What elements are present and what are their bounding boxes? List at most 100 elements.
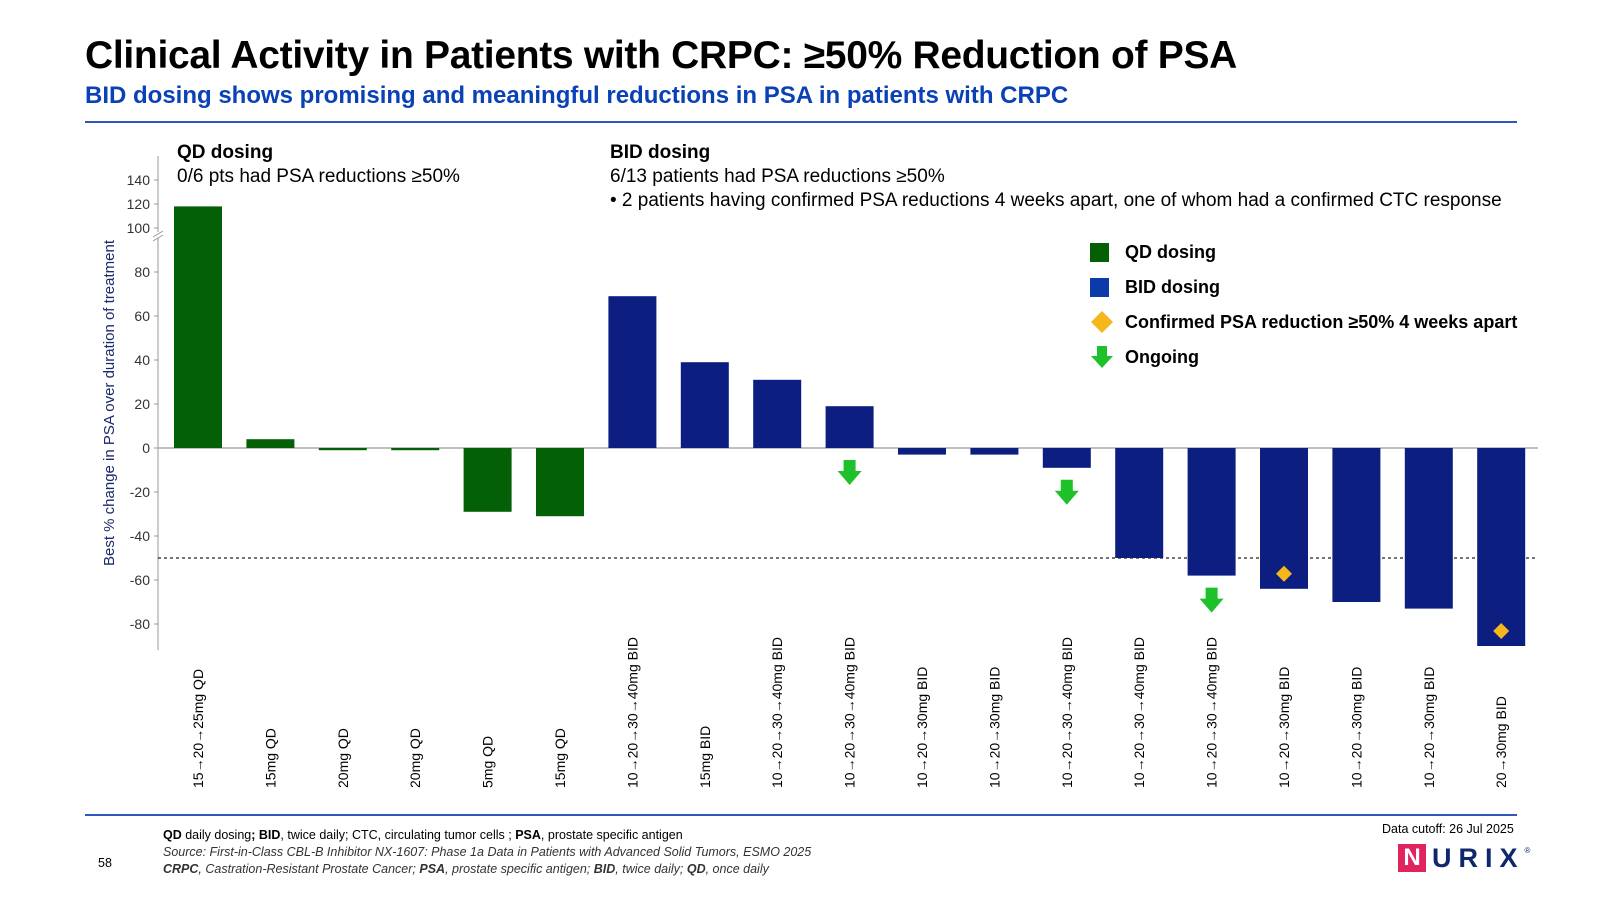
qd-bar xyxy=(174,206,222,448)
confirmed-diamond-icon xyxy=(1276,565,1292,582)
ongoing-arrow-icon xyxy=(837,460,862,485)
definitions-note: CRPC, Castration-Resistant Prostate Canc… xyxy=(163,862,769,876)
definitions-note-part: , prostate specific antigen; xyxy=(445,862,594,876)
bid-bar xyxy=(1260,448,1308,589)
slide-subtitle: BID dosing shows promising and meaningfu… xyxy=(85,82,1069,109)
header-divider xyxy=(85,121,1517,123)
confirmed-diamond-icon xyxy=(1493,623,1510,639)
category-label: 10→20→30→40mg BID xyxy=(842,637,858,788)
definitions-note-part: , twice daily; xyxy=(615,862,687,876)
y-tick-label: -20 xyxy=(130,484,150,500)
category-label: 20→30mg BID xyxy=(1493,696,1509,788)
axis-break-mark xyxy=(152,234,164,242)
category-label: 5mg QD xyxy=(480,736,496,788)
qd-bar xyxy=(318,448,367,451)
qd-annotation: QD dosing 0/6 pts had PSA reductions ≥50… xyxy=(177,141,460,189)
y-tick-label: 140 xyxy=(127,172,151,188)
bid-bar xyxy=(1042,448,1091,468)
y-tick-label: 40 xyxy=(134,352,150,368)
abbreviations-note-part: PSA xyxy=(515,828,541,842)
bid-annotation-heading: BID dosing xyxy=(610,142,711,163)
footer-divider xyxy=(85,814,1517,816)
y-tick-label: -80 xyxy=(130,616,150,632)
category-label: 10→20→30mg BID xyxy=(1348,667,1364,788)
category-label: 20mg QD xyxy=(407,728,423,788)
category-label: 15→20→25mg QD xyxy=(190,669,206,788)
bid-bar xyxy=(680,362,729,448)
definitions-note-part: , Castration-Resistant Prostate Cancer; xyxy=(198,862,420,876)
definitions-note-part: BID xyxy=(593,862,616,876)
category-label: 20mg QD xyxy=(335,728,351,788)
bid-bar xyxy=(1477,448,1526,646)
source-note: Source: First-in-Class CBL-B Inhibitor N… xyxy=(163,845,812,859)
abbreviations-note-part: , prostate specific antigen xyxy=(540,828,683,842)
category-label: 10→20→30mg BID xyxy=(1276,667,1292,788)
nurix-logo: N URIX ® xyxy=(1398,842,1530,874)
y-tick-label: 0 xyxy=(142,440,150,456)
legend-label-qd: QD dosing xyxy=(1125,241,1216,262)
definitions-note-part: PSA xyxy=(419,862,446,876)
y-tick-label: -40 xyxy=(130,528,150,544)
qd-annotation-text: 0/6 pts had PSA reductions ≥50% xyxy=(177,166,460,187)
definitions-note-part: , once daily xyxy=(705,862,769,876)
qd-bar xyxy=(463,448,512,512)
bid-bar xyxy=(1332,448,1381,602)
legend-label-ongoing: Ongoing xyxy=(1125,346,1199,367)
y-tick-label: 100 xyxy=(127,220,151,236)
y-axis-title: Best % change in PSA over duration of tr… xyxy=(101,239,118,566)
definitions-note-part: CRPC xyxy=(163,862,199,876)
y-tick-label: 80 xyxy=(134,264,150,280)
category-label: 10→20→30→40mg BID xyxy=(1204,637,1220,788)
bid-annotation: BID dosing 6/13 patients had PSA reducti… xyxy=(610,141,1502,213)
qd-bar xyxy=(536,448,584,517)
bid-annotation-bullet: • 2 patients having confirmed PSA reduct… xyxy=(610,190,1502,211)
legend-item-ongoing: Ongoing xyxy=(1090,345,1199,369)
bid-bar xyxy=(1404,448,1453,609)
psa-waterfall-chart: 140 120 100 80 60 40 20 0 -20 -40 -60 -80 Best % cha… xyxy=(101,156,1538,788)
category-label: 10→20→30mg BID xyxy=(986,667,1002,788)
legend-item-confirmed: Confirmed PSA reduction ≥50% 4 weeks apa… xyxy=(1090,310,1517,334)
abbreviations-note-part: , twice daily; CTC, circulating tumor ce… xyxy=(280,828,516,842)
bid-swatch-icon xyxy=(1090,277,1109,297)
ongoing-arrow-icon xyxy=(1054,479,1079,505)
axis-break-mark xyxy=(152,230,164,238)
bid-bar xyxy=(608,296,657,448)
category-label: 15mg BID xyxy=(697,726,713,788)
bid-bar xyxy=(825,406,874,448)
legend-label-bid: BID dosing xyxy=(1125,276,1220,297)
category-label: 10→20→30→40mg BID xyxy=(1059,637,1075,788)
definitions-note-part: QD xyxy=(686,862,706,876)
category-label: 10→20→30→40mg BID xyxy=(1131,637,1147,788)
bid-bar xyxy=(1115,448,1164,558)
qd-bar xyxy=(246,439,295,448)
bid-bar xyxy=(1187,448,1236,576)
y-tick-label: -60 xyxy=(130,572,150,588)
qd-bar xyxy=(391,448,440,451)
abbreviations-note-part: daily dosing xyxy=(181,828,252,842)
down-arrow-icon xyxy=(1091,346,1113,368)
abbreviations-note-part: QD xyxy=(163,828,182,842)
abbreviations-note: QD daily dosing; BID, twice daily; CTC, … xyxy=(163,828,683,842)
category-label: 15mg QD xyxy=(552,728,568,788)
diamond-icon xyxy=(1091,311,1113,333)
legend-item-qd: QD dosing xyxy=(1090,240,1216,264)
bid-bar xyxy=(898,448,946,455)
qd-swatch-icon xyxy=(1090,242,1109,262)
page-number: 58 xyxy=(98,856,112,870)
slide-title: Clinical Activity in Patients with CRPC:… xyxy=(85,34,1238,77)
qd-annotation-heading: QD dosing xyxy=(177,142,274,163)
legend-label-confirmed: Confirmed PSA reduction ≥50% 4 weeks apa… xyxy=(1125,311,1518,332)
category-label: 10→20→30mg BID xyxy=(914,667,930,788)
ongoing-arrow-icon xyxy=(1199,587,1224,613)
y-tick-label: 20 xyxy=(134,396,150,412)
legend-item-bid: BID dosing xyxy=(1090,275,1220,299)
y-tick-label: 120 xyxy=(127,196,151,212)
y-tick-label: 60 xyxy=(134,308,150,324)
abbreviations-note-part: ; BID xyxy=(251,828,281,842)
category-label: 10→20→30→40mg BID xyxy=(769,637,785,788)
bid-annotation-text: 6/13 patients had PSA reductions ≥50% xyxy=(610,166,945,187)
bid-bar xyxy=(970,448,1019,455)
category-label: 10→20→30→40mg BID xyxy=(624,637,640,788)
category-label: 15mg QD xyxy=(262,728,278,788)
bid-bar xyxy=(753,379,802,448)
